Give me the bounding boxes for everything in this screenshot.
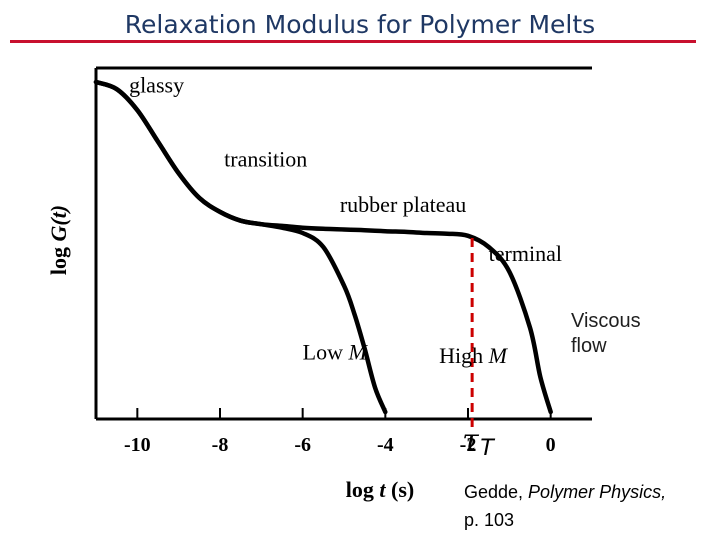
citation: Gedde, Polymer Physics, p. 103	[464, 478, 666, 534]
viscous-line: Viscous	[571, 310, 641, 332]
title-underline	[10, 40, 696, 43]
annotation-low-m: Low M	[303, 339, 369, 364]
annotations: glassy transition rubber plateau terminal Lo…	[129, 73, 562, 368]
slide-title: Relaxation Modulus for Polymer Melts	[124, 10, 596, 39]
annotation-rubber-plateau: rubber plateau	[340, 192, 466, 217]
plot-frame	[94, 66, 592, 421]
annotation-high-m: High M	[439, 343, 509, 368]
tau-subscript: T	[479, 434, 496, 461]
x-tick-label: -2	[460, 434, 477, 456]
annotation-transition: transition	[224, 146, 307, 171]
x-tick-label: -4	[377, 434, 394, 456]
x-tick-label: -10	[124, 434, 151, 456]
x-tick-label: 0	[546, 434, 556, 456]
citation-book: Polymer Physics,	[528, 482, 667, 502]
y-axis-label: log G(t)	[46, 205, 71, 275]
annotation-glassy: glassy	[129, 73, 184, 98]
x-axis-label: log t (s)	[346, 477, 414, 502]
annotation-terminal: terminal	[489, 241, 562, 266]
curves	[93, 79, 553, 415]
flow-line: flow	[571, 335, 607, 357]
tau-symbol: τ	[462, 423, 479, 458]
x-tick-label: -6	[294, 434, 311, 456]
x-axis-ticks: -10 -8 -6 -4 -2 0	[124, 408, 556, 456]
x-tick-label: -8	[212, 434, 229, 456]
series-line-high-m	[93, 79, 553, 415]
viscous-flow-label: Viscous flow	[571, 310, 646, 357]
citation-author: Gedde,	[464, 482, 529, 502]
citation-page: p. 103	[464, 510, 515, 530]
